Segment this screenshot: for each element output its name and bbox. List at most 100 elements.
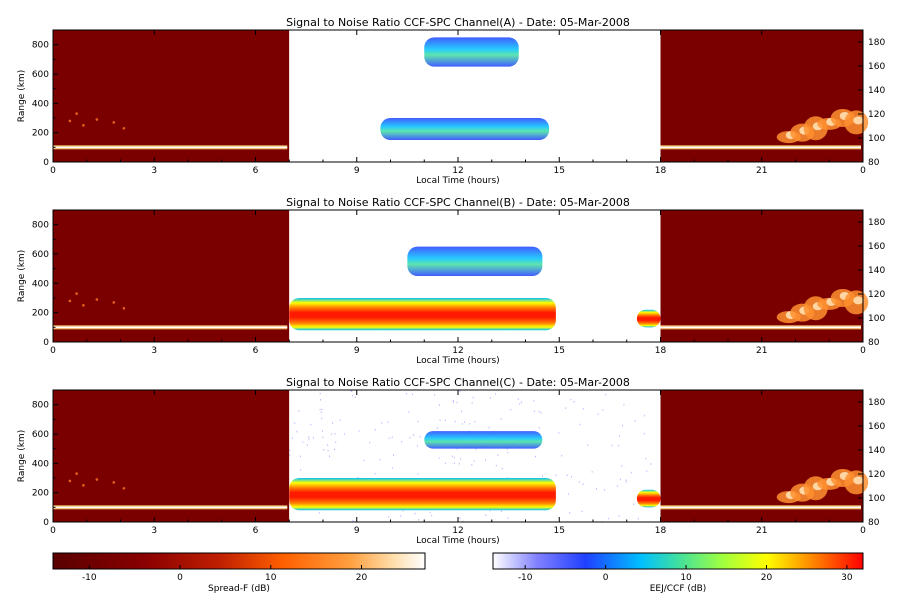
- y-axis-label: Range (km): [17, 250, 27, 302]
- noise-speck: [302, 441, 304, 443]
- noise-speck: [619, 478, 621, 481]
- noise-speck: [323, 449, 325, 451]
- spreadf-echo-dot: [122, 306, 126, 310]
- night-segment-heatmap: [53, 30, 290, 162]
- right-y-tick-label: 100: [868, 494, 885, 504]
- noise-speck: [597, 413, 599, 416]
- noise-speck: [540, 412, 542, 414]
- noise-speck: [570, 398, 572, 401]
- x-tick-label: 3: [151, 166, 157, 176]
- spreadf-echo-dot: [122, 126, 126, 130]
- noise-speck: [645, 457, 647, 460]
- x-tick-label: 21: [756, 526, 767, 536]
- noise-speck: [634, 420, 636, 422]
- spreadf-plume-core: [853, 296, 864, 305]
- noise-speck: [587, 444, 589, 446]
- x-tick-label: 21: [756, 166, 767, 176]
- noise-speck: [495, 393, 497, 395]
- noise-speck: [461, 423, 463, 425]
- right-y-tick-label: 180: [868, 398, 885, 408]
- noise-speck: [434, 394, 436, 396]
- noise-speck: [306, 444, 308, 446]
- eej-echo-region: [289, 478, 556, 511]
- noise-speck: [352, 520, 354, 522]
- noise-speck: [308, 438, 310, 441]
- noise-speck: [408, 411, 410, 413]
- noise-speck: [334, 448, 336, 451]
- noise-speck: [538, 427, 540, 429]
- noise-speck: [409, 437, 411, 439]
- noise-speck: [471, 402, 473, 404]
- colorbar-tick-label: -10: [518, 573, 533, 583]
- y-tick-label: 400: [32, 99, 49, 109]
- noise-speck: [327, 444, 329, 446]
- noise-speck: [630, 471, 632, 474]
- noise-speck: [310, 423, 312, 426]
- x-tick-label: 21: [756, 346, 767, 356]
- noise-speck: [417, 445, 419, 447]
- spreadf-echo-dot: [95, 298, 99, 301]
- y-tick-label: 200: [32, 129, 49, 139]
- noise-speck: [298, 410, 300, 412]
- noise-speck: [485, 459, 487, 462]
- x-tick-label: 18: [655, 526, 667, 536]
- noise-speck: [453, 456, 455, 459]
- noise-speck: [327, 449, 329, 452]
- noise-speck: [319, 408, 321, 411]
- y-tick-label: 800: [32, 221, 49, 231]
- noise-speck: [414, 512, 416, 515]
- noise-speck: [388, 437, 390, 439]
- noise-speck: [391, 436, 393, 439]
- spreadf-echo-dot: [68, 299, 72, 303]
- colorbar-tick-label: 0: [603, 573, 609, 583]
- noise-speck: [607, 517, 609, 520]
- noise-speck: [332, 422, 334, 424]
- noise-speck: [578, 481, 580, 483]
- noise-speck: [320, 411, 322, 414]
- noise-speck: [322, 436, 324, 439]
- y-tick-label: 400: [32, 459, 49, 469]
- noise-speck: [458, 463, 460, 465]
- noise-speck: [643, 432, 645, 435]
- noise-speck: [351, 394, 353, 397]
- colorbar-tick-label: 10: [680, 573, 692, 583]
- noise-speck: [406, 392, 408, 395]
- noise-speck: [289, 449, 291, 451]
- noise-speck: [459, 517, 461, 520]
- eej-echo-region: [636, 309, 661, 328]
- panel-title: Signal to Noise Ratio CCF-SPC Channel(C)…: [286, 376, 630, 389]
- noise-speck: [387, 421, 389, 423]
- noise-speck: [381, 422, 383, 424]
- noise-speck: [321, 417, 323, 420]
- eej-echo-region: [407, 246, 543, 276]
- noise-speck: [581, 510, 583, 513]
- noise-speck: [570, 476, 572, 478]
- noise-speck: [343, 433, 345, 435]
- spreadf-echo-core: [660, 326, 861, 329]
- x-tick-label: 0: [860, 526, 866, 536]
- noise-speck: [633, 503, 635, 506]
- x-tick-label: 9: [354, 166, 360, 176]
- noise-speck: [374, 472, 376, 475]
- night-segment-heatmap: [53, 210, 290, 342]
- spreadf-plume-core: [853, 476, 864, 485]
- noise-speck: [308, 436, 310, 438]
- noise-speck: [602, 409, 604, 411]
- noise-speck: [637, 518, 639, 520]
- noise-speck: [621, 465, 623, 467]
- noise-speck: [489, 396, 491, 399]
- night-segment-heatmap: [660, 30, 863, 162]
- colorbar-tick-label: 10: [265, 573, 277, 583]
- noise-speck: [419, 436, 421, 438]
- x-axis-label: Local Time (hours): [416, 536, 499, 546]
- noise-speck: [533, 400, 535, 402]
- noise-speck: [520, 401, 522, 403]
- spreadf-echo-dot: [75, 112, 78, 115]
- x-tick-label: 9: [354, 526, 360, 536]
- noise-speck: [646, 470, 648, 472]
- noise-speck: [300, 469, 302, 471]
- noise-speck: [500, 510, 502, 513]
- noise-speck: [374, 429, 376, 431]
- right-y-tick-label: 120: [868, 290, 885, 300]
